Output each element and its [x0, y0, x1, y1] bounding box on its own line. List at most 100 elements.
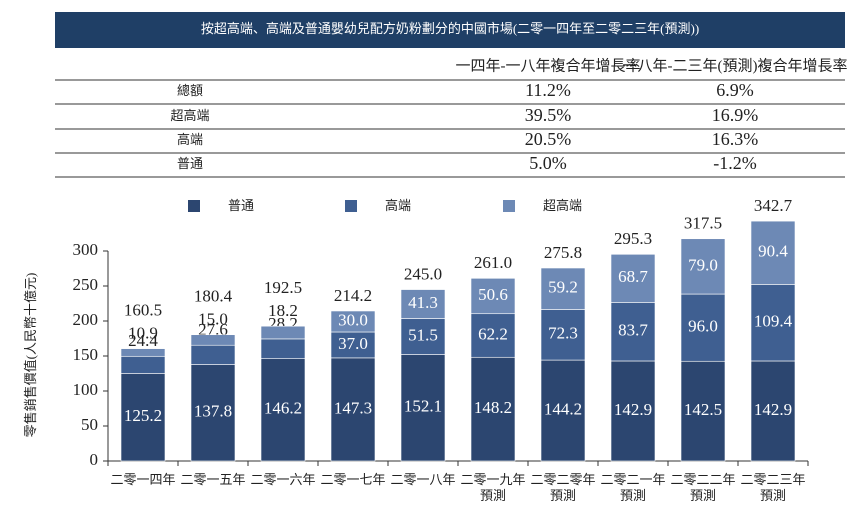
bar-value-label: 41.3	[408, 293, 438, 312]
table-cell: -1.2%	[713, 153, 757, 173]
bar-value-label: 146.2	[264, 399, 302, 418]
total-label: 317.5	[684, 214, 722, 233]
y-tick-label: 300	[73, 240, 99, 259]
bar-segment	[400, 289, 446, 319]
legend-label: 高端	[385, 198, 411, 213]
total-label: 160.5	[124, 301, 162, 320]
bar-segment	[610, 253, 656, 303]
bar-value-label: 142.9	[754, 400, 792, 419]
bar-segment	[330, 331, 376, 359]
table-cell: 11.2%	[525, 80, 571, 100]
table-cell: 16.3%	[712, 129, 759, 149]
y-tick-label: 250	[73, 275, 99, 294]
row-label: 普通	[177, 156, 203, 171]
total-label: 275.8	[544, 243, 582, 262]
bar-segment	[400, 318, 446, 355]
total-label: 214.2	[334, 286, 372, 305]
y-axis-label: 零售銷售價值(人民幣十億元)	[23, 273, 38, 438]
total-label: 342.7	[754, 196, 793, 215]
bar-value-label: 37.0	[338, 334, 368, 353]
bar-value-label: 15.0	[198, 310, 228, 329]
row-label: 總額	[177, 83, 203, 98]
bar-segment	[610, 302, 656, 362]
table: 一四年-一八年複合年增長率 一八年-二三年(預測)複合年增長率 總額 11.2% 6…	[55, 57, 848, 178]
bar-value-label: 79.0	[688, 255, 718, 274]
bar-segment	[330, 310, 376, 333]
column-header: 一八年-二三年(預測)複合年增長率	[623, 57, 848, 74]
x-tick-label: 二零一九年預測	[460, 472, 525, 503]
bar-value-label: 59.2	[548, 278, 578, 297]
bar-value-label: 137.8	[194, 402, 232, 421]
bar-value-label: 30.0	[338, 310, 368, 329]
bar-value-label: 10.9	[128, 324, 158, 343]
bar-segment	[750, 220, 796, 285]
x-tick-label: 二零一七年	[320, 472, 385, 487]
bar-value-label: 72.3	[548, 324, 578, 343]
row-label: 高端	[177, 132, 203, 147]
bar-segment	[680, 293, 726, 362]
bar-value-label: 27.6	[198, 320, 228, 339]
legend-swatch	[503, 200, 515, 212]
bar-value-label: 147.3	[334, 398, 372, 417]
bar-segment	[190, 344, 236, 365]
title-bar	[55, 12, 845, 48]
total-label: 192.5	[264, 278, 302, 297]
x-tick-label: 二零二二年預測	[670, 472, 735, 503]
bar-segment	[120, 355, 166, 374]
y-tick-label: 200	[73, 310, 99, 329]
table-cell: 16.9%	[712, 105, 759, 125]
bar-segment	[260, 358, 306, 462]
bar-value-label: 144.2	[544, 399, 582, 418]
bar-segment	[750, 284, 796, 362]
table-cell: 39.5%	[525, 105, 572, 125]
bar-segment	[610, 360, 656, 462]
bar-segment	[750, 360, 796, 462]
total-label: 245.0	[404, 264, 442, 283]
x-tick-label: 二零二三年預測	[740, 472, 805, 503]
x-tick-label: 二零一六年	[250, 472, 315, 487]
total-label: 261.0	[474, 253, 512, 272]
table-cell: 6.9%	[716, 80, 754, 100]
column-header: 一四年-一八年複合年增長率	[456, 57, 641, 74]
bar-segment	[190, 334, 236, 346]
bar-segment	[540, 267, 586, 310]
bar-segment	[330, 357, 376, 462]
bar-segment	[260, 338, 306, 359]
bar-value-label: 50.6	[478, 285, 508, 304]
x-tick-label: 二零一四年	[110, 472, 175, 487]
bar-value-label: 152.1	[404, 397, 442, 416]
bar-value-label: 18.2	[268, 301, 298, 320]
bar-segment	[260, 325, 306, 340]
x-tick-label: 二零一八年	[390, 472, 455, 487]
y-tick-label: 150	[73, 345, 99, 364]
x-tick-label: 二零二零年預測	[530, 472, 595, 503]
bar-segment	[470, 277, 516, 315]
bar-value-label: 83.7	[618, 321, 648, 340]
bar-segment	[680, 238, 726, 295]
total-label: 180.4	[194, 287, 233, 306]
bar-value-label: 109.4	[754, 312, 793, 331]
bar-value-label: 62.2	[478, 324, 508, 343]
bar-value-label: 142.9	[614, 400, 652, 419]
bar-segment	[470, 313, 516, 358]
y-tick-label: 50	[81, 415, 98, 434]
bar-value-label: 68.7	[618, 267, 648, 286]
bar-value-label: 125.2	[124, 406, 162, 425]
title: 按超高端、高端及普通嬰幼兒配方奶粉劃分的中國市場(二零一四年至二零二三年(預測)…	[201, 21, 699, 36]
y-tick-label: 100	[73, 380, 99, 399]
legend-swatch	[188, 200, 200, 212]
table-cell: 20.5%	[525, 129, 572, 149]
bar-segment	[120, 348, 166, 357]
bar-value-label: 96.0	[688, 317, 718, 336]
y-tick-label: 0	[90, 450, 99, 469]
x-tick-label: 二零二一年預測	[600, 472, 665, 503]
bar-segment	[120, 373, 166, 462]
legend-swatch	[345, 200, 357, 212]
bar-value-label: 24.4	[128, 331, 158, 350]
bar-value-label: 142.5	[684, 400, 722, 419]
legend-label: 超高端	[543, 198, 582, 213]
bar-value-label: 51.5	[408, 325, 438, 344]
bar-value-label: 148.2	[474, 398, 512, 417]
